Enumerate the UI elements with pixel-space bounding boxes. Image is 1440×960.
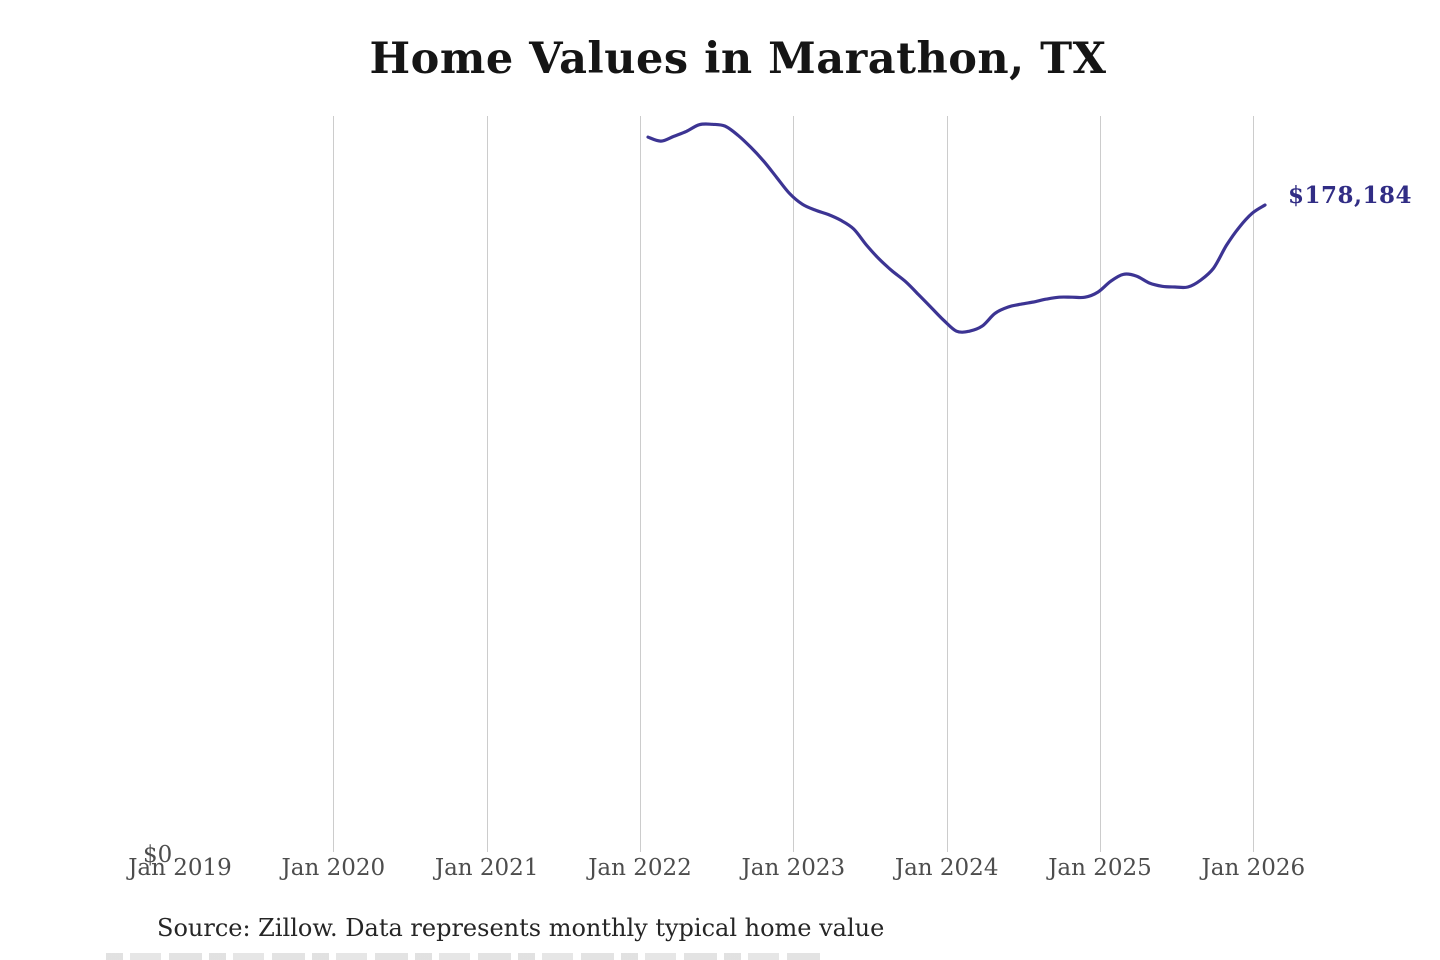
vertical-gridline [1253,116,1254,852]
vertical-gridline [793,116,794,852]
x-tick-label: Jan 2026 [1201,855,1306,881]
x-tick-label: Jan 2024 [894,855,999,881]
x-tick-label: Jan 2019 [128,855,232,881]
x-tick-label: Jan 2021 [434,855,539,881]
x-tick-label: Jan 2022 [588,855,692,881]
source-note: Source: Zillow. Data represents monthly … [157,914,885,942]
chart-title: Home Values in Marathon, TX [369,34,1107,84]
vertical-gridline [947,116,948,852]
latest-value-label: $178,184 [1288,182,1413,209]
y-axis-zero-label: $0 [143,842,173,868]
vertical-gridline [640,116,641,852]
x-tick-label: Jan 2023 [741,855,846,881]
vertical-gridline [333,116,334,852]
vertical-gridline [1100,116,1101,852]
home-value-line [646,122,1267,334]
vertical-gridline [487,116,488,852]
x-tick-label: Jan 2020 [281,855,386,881]
clipped-text-sliver [106,953,822,960]
x-tick-label: Jan 2025 [1048,855,1152,881]
